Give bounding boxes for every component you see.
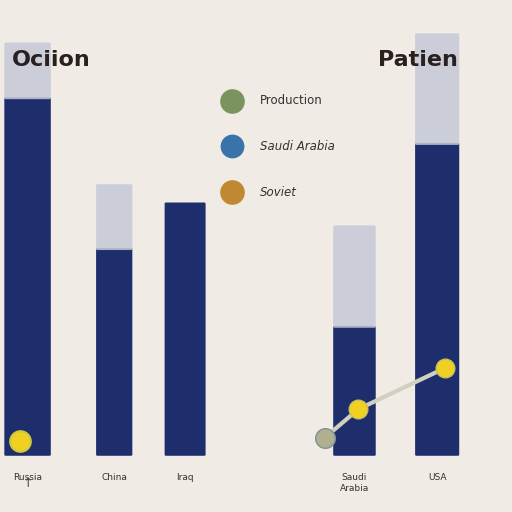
Point (321, 434, 329, 442)
Text: Saudi Arabia: Saudi Arabia (260, 140, 335, 153)
Text: Iraq: Iraq (176, 473, 194, 482)
Text: China: China (101, 473, 127, 482)
FancyBboxPatch shape (415, 143, 459, 456)
Text: Russia: Russia (13, 473, 42, 482)
FancyBboxPatch shape (333, 225, 376, 328)
Point (354, 405, 362, 413)
Point (441, 364, 449, 372)
Point (228, 96, 237, 104)
FancyBboxPatch shape (165, 203, 206, 456)
FancyBboxPatch shape (415, 33, 459, 145)
Text: Soviet: Soviet (260, 185, 297, 199)
Point (228, 142, 237, 151)
FancyBboxPatch shape (4, 97, 51, 456)
Text: Saudi
Arabia: Saudi Arabia (340, 473, 369, 493)
Text: Ociion: Ociion (12, 50, 91, 70)
Point (15, 437, 24, 445)
Text: USA: USA (428, 473, 446, 482)
Text: Patien: Patien (378, 50, 458, 70)
Point (228, 188, 237, 196)
FancyBboxPatch shape (96, 248, 132, 456)
Text: Production: Production (260, 94, 323, 107)
FancyBboxPatch shape (333, 326, 376, 456)
FancyBboxPatch shape (96, 184, 132, 250)
Text: ↑: ↑ (23, 477, 33, 490)
FancyBboxPatch shape (4, 42, 51, 99)
